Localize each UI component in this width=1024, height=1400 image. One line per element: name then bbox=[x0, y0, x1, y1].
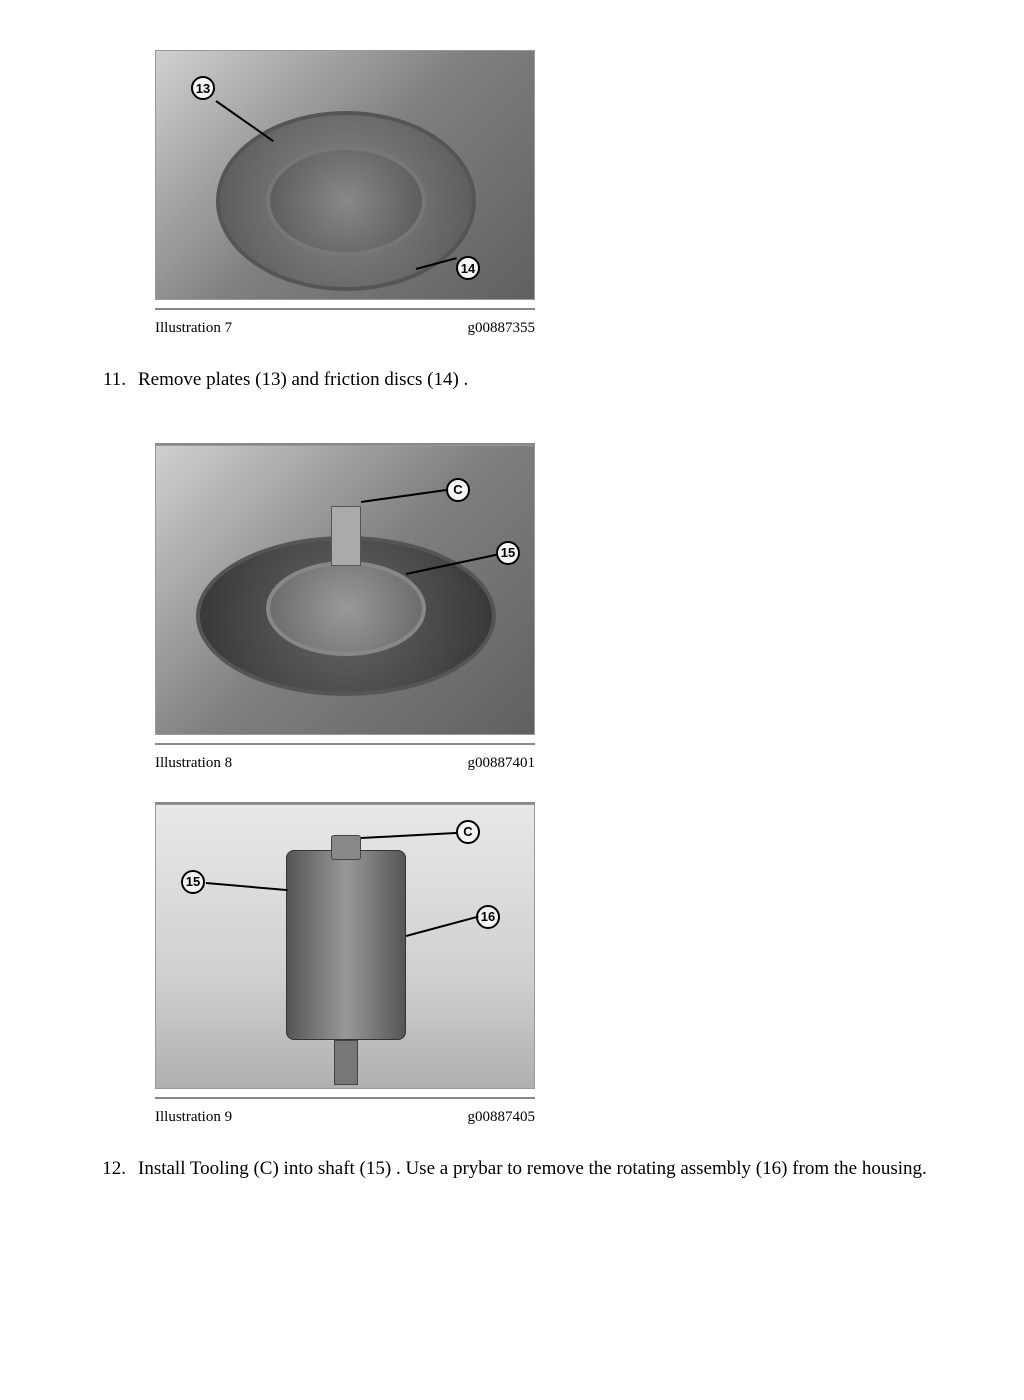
callout-label: 15 bbox=[501, 545, 515, 560]
mechanical-inner bbox=[266, 146, 426, 256]
illustration-9-image: C 15 16 bbox=[155, 804, 535, 1089]
mechanical-inner bbox=[266, 561, 426, 656]
caption-row: Illustration 9 g00887405 bbox=[155, 1109, 535, 1126]
caption-rule bbox=[155, 1097, 535, 1099]
callout-15: 15 bbox=[496, 541, 520, 565]
step-12: 12. Install Tooling (C) into shaft (15) … bbox=[90, 1156, 934, 1182]
step-11: 11. Remove plates (13) and friction disc… bbox=[90, 367, 934, 393]
step-text: Remove plates (13) and friction discs (1… bbox=[138, 367, 934, 393]
tooling-top bbox=[331, 835, 361, 860]
illustration-label: Illustration 7 bbox=[155, 320, 232, 337]
callout-15: 15 bbox=[181, 870, 205, 894]
callout-c: C bbox=[456, 820, 480, 844]
illustration-code: g00887405 bbox=[468, 1109, 536, 1126]
callout-label: C bbox=[453, 482, 462, 497]
callout-c: C bbox=[446, 478, 470, 502]
illustration-code: g00887355 bbox=[468, 320, 536, 337]
shaft-bottom bbox=[334, 1040, 358, 1085]
caption-row: Illustration 7 g00887355 bbox=[155, 320, 535, 337]
caption-row: Illustration 8 g00887401 bbox=[155, 755, 535, 772]
shaft-top bbox=[331, 506, 361, 566]
callout-13: 13 bbox=[191, 76, 215, 100]
callout-14: 14 bbox=[456, 256, 480, 280]
illustration-label: Illustration 9 bbox=[155, 1109, 232, 1126]
callout-16: 16 bbox=[476, 905, 500, 929]
illustration-8-image: C 15 bbox=[155, 445, 535, 735]
illustration-code: g00887401 bbox=[468, 755, 536, 772]
callout-label: 13 bbox=[196, 81, 210, 96]
callout-label: 15 bbox=[186, 874, 200, 889]
step-text: Install Tooling (C) into shaft (15) . Us… bbox=[138, 1156, 934, 1182]
rotating-assembly bbox=[286, 850, 406, 1040]
figure-block-3: C 15 16 Illustration 9 g00887405 bbox=[155, 802, 934, 1126]
callout-label: 16 bbox=[481, 909, 495, 924]
figure-block-1: 13 14 Illustration 7 g00887355 bbox=[155, 50, 934, 337]
step-number: 11. bbox=[90, 367, 138, 393]
callout-arrow bbox=[361, 488, 448, 502]
callout-arrow bbox=[206, 882, 288, 891]
illustration-7-image: 13 14 bbox=[155, 50, 535, 300]
step-number: 12. bbox=[90, 1156, 138, 1182]
callout-arrow bbox=[406, 915, 479, 936]
figure-block-2: C 15 Illustration 8 g00887401 bbox=[155, 443, 934, 772]
callout-arrow bbox=[215, 100, 273, 142]
callout-label: C bbox=[463, 824, 472, 839]
callout-label: 14 bbox=[461, 261, 475, 276]
caption-rule bbox=[155, 308, 535, 310]
callout-arrow bbox=[361, 832, 458, 839]
illustration-label: Illustration 8 bbox=[155, 755, 232, 772]
caption-rule bbox=[155, 743, 535, 745]
